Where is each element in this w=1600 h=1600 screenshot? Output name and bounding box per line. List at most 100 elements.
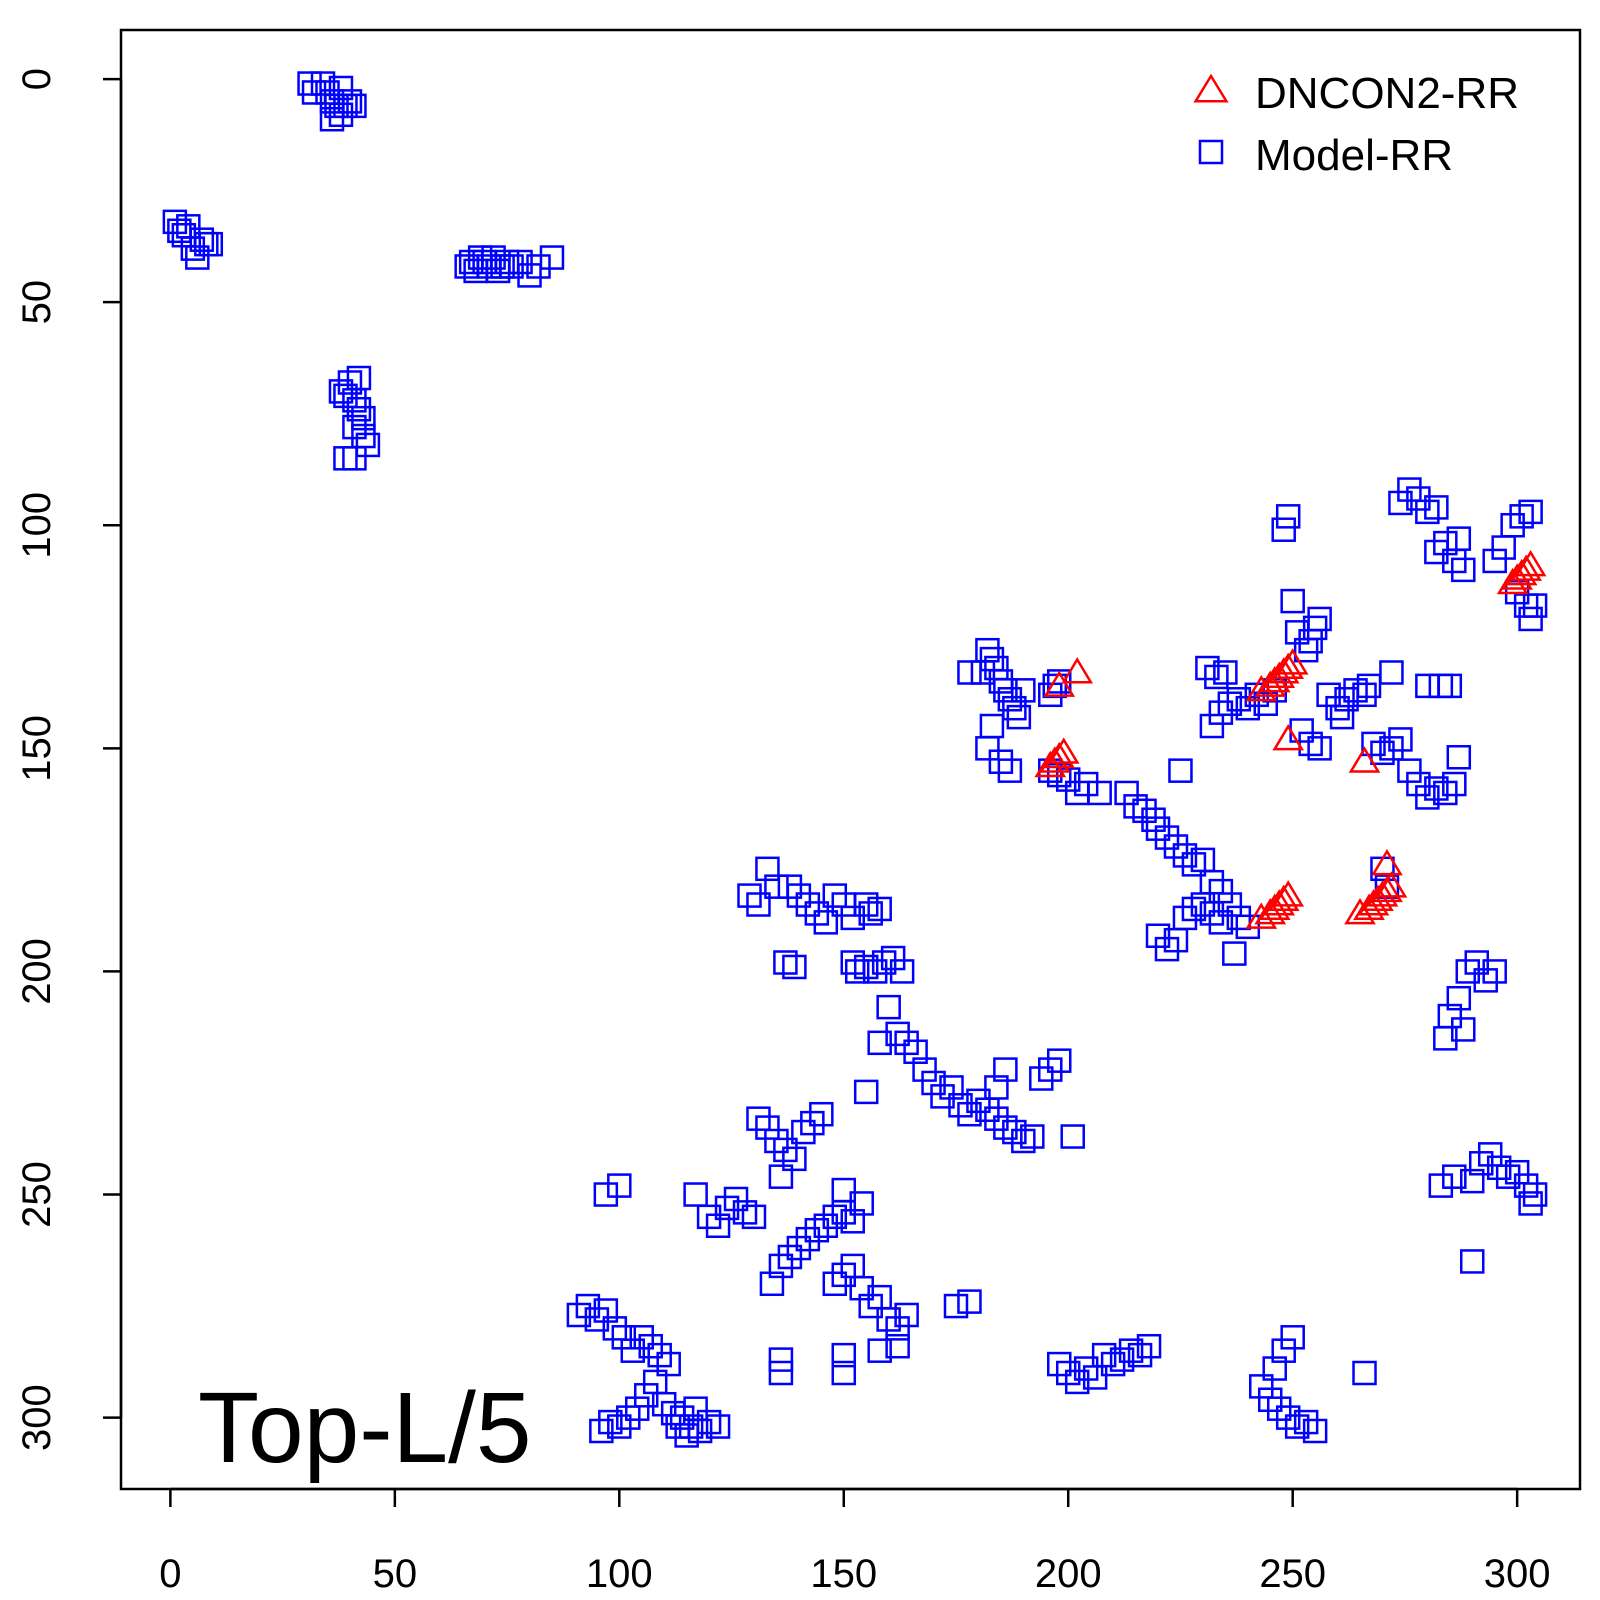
model-rr-point: [1280, 588, 1305, 614]
model-rr-point: [1433, 1026, 1458, 1051]
model-rr-point: [791, 1119, 816, 1145]
model-rr-point: [822, 883, 848, 908]
model-rr-point: [1460, 1168, 1485, 1194]
model-rr-point: [575, 1293, 601, 1319]
model-rr-point: [1424, 776, 1449, 801]
model-rr-point: [714, 1195, 740, 1221]
model-rr-point: [1168, 758, 1193, 783]
model-rr-point: [912, 1057, 937, 1082]
model-rr-point: [993, 1115, 1018, 1140]
dncon2-rr-point: [1366, 880, 1399, 907]
model-rr-point: [1307, 606, 1332, 632]
model-rr-point: [1325, 695, 1350, 721]
model-rr-point: [885, 1333, 910, 1359]
dncon2-rr-point: [1043, 670, 1076, 697]
dncon2-rr-point: [1263, 661, 1296, 688]
model-rr-point: [844, 959, 870, 984]
model-rr-point: [669, 1405, 695, 1430]
dncon2-rr-point: [1501, 563, 1534, 590]
model-rr-point: [333, 446, 358, 471]
model-rr-point: [1482, 959, 1507, 984]
model-rr-point: [1442, 771, 1467, 797]
model-rr-point: [755, 1115, 780, 1140]
model-rr-point: [894, 1030, 919, 1056]
model-rr-point: [943, 1293, 969, 1319]
y-tick-label: 250: [15, 1161, 59, 1228]
model-rr-point: [741, 1204, 767, 1230]
model-rr-point: [481, 245, 506, 270]
x-tick-label: 50: [373, 1552, 418, 1596]
model-rr-point: [1307, 736, 1332, 761]
model-rr-point: [1280, 1325, 1305, 1350]
model-rr-point: [1208, 910, 1234, 935]
dncon2-rr-point: [1362, 884, 1394, 912]
model-rr-point: [1379, 736, 1404, 761]
model-rr-point: [768, 1253, 794, 1279]
model-rr-point: [1513, 1173, 1539, 1198]
model-rr-point: [310, 71, 336, 96]
dncon2-rr-point: [1272, 880, 1305, 907]
model-rr-point: [1451, 1017, 1476, 1042]
model-rr-point: [337, 89, 363, 114]
model-rr-point: [849, 1191, 874, 1216]
dncon2-rr-point: [1245, 674, 1278, 702]
model-rr-point: [746, 892, 771, 917]
model-rr-point: [1518, 499, 1543, 525]
model-rr-point: [975, 637, 1000, 663]
y-tick-label: 300: [15, 1384, 59, 1451]
model-rr-point: [921, 1070, 946, 1096]
model-rr-point: [1208, 700, 1234, 725]
model-rr-point: [782, 1146, 807, 1172]
model-rr-point: [1446, 745, 1472, 770]
y-tick-label: 50: [15, 280, 59, 325]
axes: 0 50 100 150 200 250 300 0 50 100 150 200 250 300: [15, 68, 1551, 1596]
model-rr-point: [876, 994, 901, 1020]
model-rr-point: [633, 1383, 659, 1408]
model-rr-point: [328, 102, 354, 128]
model-rr-point: [1114, 780, 1139, 806]
model-rr-point: [647, 1342, 672, 1368]
model-rr-point: [737, 883, 762, 908]
legend-label-dncon2-rr: DNCON2-RR: [1255, 69, 1519, 118]
legend: DNCON2-RR Model-RR: [1193, 69, 1519, 180]
model-rr-point: [1190, 892, 1216, 917]
model-rr-point: [984, 1075, 1009, 1100]
model-rr-point: [1262, 1356, 1287, 1381]
dncon2-rr-point: [1272, 652, 1305, 680]
model-rr-point: [858, 1293, 883, 1319]
model-rr-point: [1275, 1405, 1301, 1430]
y-tick-label: 200: [15, 938, 59, 1005]
model-rr-point: [629, 1325, 655, 1350]
model-rr-point: [746, 1106, 771, 1131]
model-rr-point: [1406, 771, 1431, 797]
model-rr-point: [1199, 901, 1225, 926]
model-rr-point: [1428, 673, 1454, 699]
model-rr-point: [1464, 950, 1489, 975]
x-tick-label: 100: [586, 1552, 653, 1596]
model-rr-point: [625, 1396, 650, 1421]
model-rr-point: [822, 1271, 848, 1297]
model-rr-point: [1038, 1057, 1063, 1082]
series-model-rr: [162, 71, 1548, 1448]
model-rr-point: [337, 370, 363, 395]
dncon2-rr-point: [1034, 750, 1067, 778]
model-rr-point: [494, 249, 520, 275]
model-rr-point: [1141, 807, 1166, 832]
model-rr-point: [1343, 678, 1368, 703]
model-rr-point: [1522, 593, 1548, 618]
legend-triangle-icon: [1193, 73, 1229, 103]
dncon2-rr-point: [1254, 898, 1287, 925]
model-rr-point: [1352, 1360, 1377, 1386]
model-rr-point: [1329, 704, 1355, 730]
model-rr-point: [342, 414, 367, 440]
model-rr-point: [867, 1030, 892, 1056]
model-rr-point: [1518, 606, 1543, 632]
model-rr-point: [1132, 798, 1157, 824]
model-rr-point: [1316, 682, 1341, 708]
model-rr-point: [997, 687, 1023, 712]
model-rr-point: [800, 1110, 825, 1136]
model-rr-point: [1046, 1048, 1072, 1073]
model-rr-point: [957, 1101, 982, 1127]
model-rr-point: [853, 954, 879, 980]
model-rr-point: [831, 1177, 857, 1203]
